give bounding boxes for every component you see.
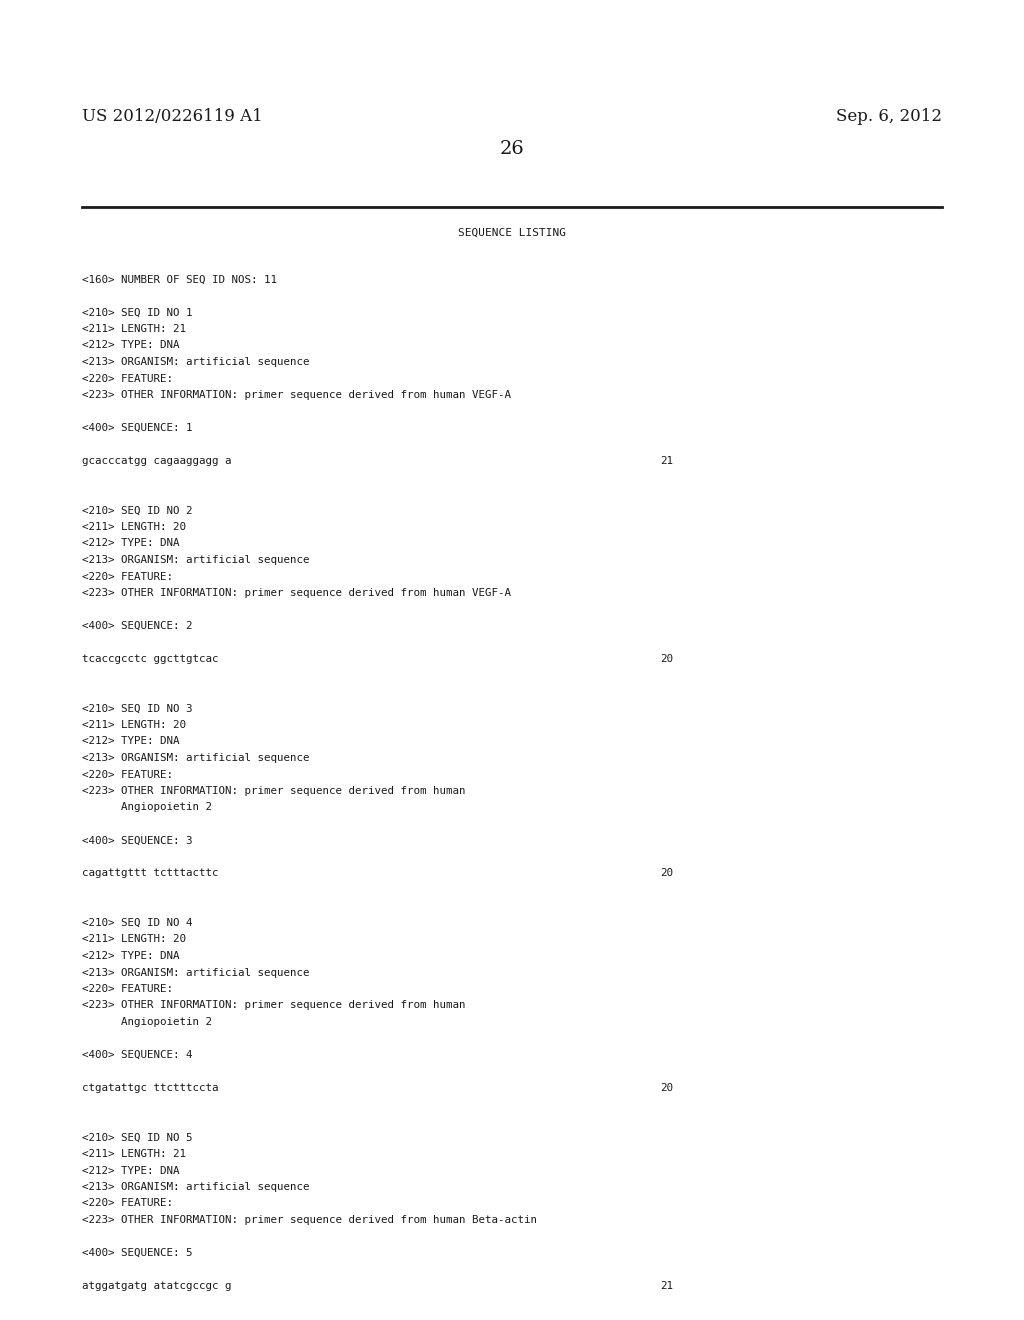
Text: ctgatattgc ttctttccta: ctgatattgc ttctttccta [82,1082,218,1093]
Text: <213> ORGANISM: artificial sequence: <213> ORGANISM: artificial sequence [82,554,309,565]
Text: <220> FEATURE:: <220> FEATURE: [82,1199,173,1209]
Text: <211> LENGTH: 20: <211> LENGTH: 20 [82,521,186,532]
Text: <223> OTHER INFORMATION: primer sequence derived from human VEGF-A: <223> OTHER INFORMATION: primer sequence… [82,389,511,400]
Text: <213> ORGANISM: artificial sequence: <213> ORGANISM: artificial sequence [82,968,309,978]
Text: US 2012/0226119 A1: US 2012/0226119 A1 [82,108,263,125]
Text: <210> SEQ ID NO 2: <210> SEQ ID NO 2 [82,506,193,516]
Text: <210> SEQ ID NO 1: <210> SEQ ID NO 1 [82,308,193,318]
Text: 20: 20 [660,653,673,664]
Text: cagattgttt tctttacttc: cagattgttt tctttacttc [82,869,218,879]
Text: <220> FEATURE:: <220> FEATURE: [82,983,173,994]
Text: Angiopoietin 2: Angiopoietin 2 [82,803,212,813]
Text: tcaccgcctc ggcttgtcac: tcaccgcctc ggcttgtcac [82,653,218,664]
Text: <223> OTHER INFORMATION: primer sequence derived from human VEGF-A: <223> OTHER INFORMATION: primer sequence… [82,587,511,598]
Text: <212> TYPE: DNA: <212> TYPE: DNA [82,1166,179,1176]
Text: 21: 21 [660,1280,673,1291]
Text: <213> ORGANISM: artificial sequence: <213> ORGANISM: artificial sequence [82,1181,309,1192]
Text: <400> SEQUENCE: 4: <400> SEQUENCE: 4 [82,1049,193,1060]
Text: <400> SEQUENCE: 5: <400> SEQUENCE: 5 [82,1247,193,1258]
Text: Angiopoietin 2: Angiopoietin 2 [82,1016,212,1027]
Text: 21: 21 [660,455,673,466]
Text: <211> LENGTH: 21: <211> LENGTH: 21 [82,1148,186,1159]
Text: <212> TYPE: DNA: <212> TYPE: DNA [82,341,179,351]
Text: <212> TYPE: DNA: <212> TYPE: DNA [82,539,179,549]
Text: <211> LENGTH: 21: <211> LENGTH: 21 [82,323,186,334]
Text: <160> NUMBER OF SEQ ID NOS: 11: <160> NUMBER OF SEQ ID NOS: 11 [82,275,278,285]
Text: <210> SEQ ID NO 3: <210> SEQ ID NO 3 [82,704,193,714]
Text: <213> ORGANISM: artificial sequence: <213> ORGANISM: artificial sequence [82,752,309,763]
Text: SEQUENCE LISTING: SEQUENCE LISTING [458,228,566,238]
Text: 20: 20 [660,869,673,879]
Text: <211> LENGTH: 20: <211> LENGTH: 20 [82,935,186,945]
Text: <212> TYPE: DNA: <212> TYPE: DNA [82,950,179,961]
Text: <400> SEQUENCE: 1: <400> SEQUENCE: 1 [82,422,193,433]
Text: <211> LENGTH: 20: <211> LENGTH: 20 [82,719,186,730]
Text: Sep. 6, 2012: Sep. 6, 2012 [836,108,942,125]
Text: <213> ORGANISM: artificial sequence: <213> ORGANISM: artificial sequence [82,356,309,367]
Text: <223> OTHER INFORMATION: primer sequence derived from human Beta-actin: <223> OTHER INFORMATION: primer sequence… [82,1214,537,1225]
Text: <223> OTHER INFORMATION: primer sequence derived from human: <223> OTHER INFORMATION: primer sequence… [82,785,466,796]
Text: <223> OTHER INFORMATION: primer sequence derived from human: <223> OTHER INFORMATION: primer sequence… [82,1001,466,1011]
Text: <210> SEQ ID NO 5: <210> SEQ ID NO 5 [82,1133,193,1143]
Text: <210> SEQ ID NO 4: <210> SEQ ID NO 4 [82,917,193,928]
Text: <400> SEQUENCE: 2: <400> SEQUENCE: 2 [82,620,193,631]
Text: <220> FEATURE:: <220> FEATURE: [82,572,173,582]
Text: 20: 20 [660,1082,673,1093]
Text: <400> SEQUENCE: 3: <400> SEQUENCE: 3 [82,836,193,846]
Text: <220> FEATURE:: <220> FEATURE: [82,374,173,384]
Text: atggatgatg atatcgccgc g: atggatgatg atatcgccgc g [82,1280,231,1291]
Text: 26: 26 [500,140,524,158]
Text: <220> FEATURE:: <220> FEATURE: [82,770,173,780]
Text: <212> TYPE: DNA: <212> TYPE: DNA [82,737,179,747]
Text: gcacccatgg cagaaggagg a: gcacccatgg cagaaggagg a [82,455,231,466]
